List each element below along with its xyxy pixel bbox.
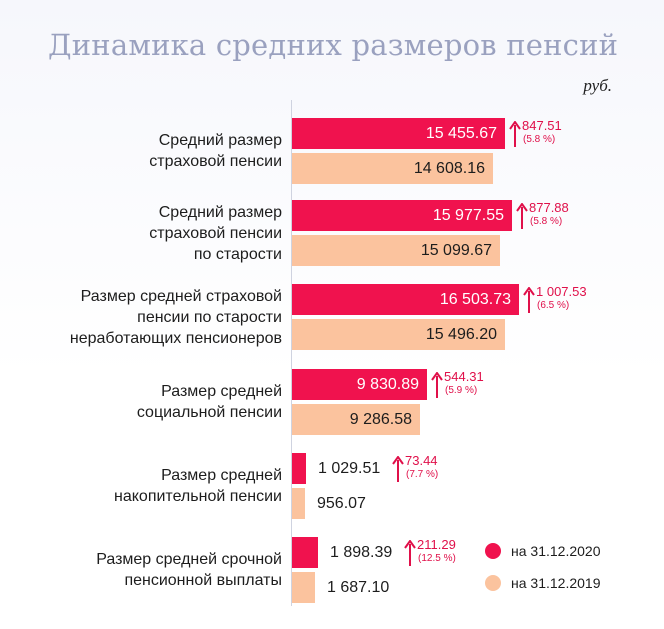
category-label: Размер средней срочной пенсионной выплаты (2, 537, 282, 603)
value-label-2020: 16 503.73 (439, 291, 511, 308)
category-label: Средний размер страховой пенсии по старост… (2, 200, 282, 266)
value-label-2020: 15 977.55 (432, 207, 504, 224)
change-percent: (7.7 %) (406, 469, 439, 480)
legend-label-2020: на 31.12.2020 (511, 543, 601, 559)
up-arrow-icon (516, 203, 528, 229)
value-label-2019: 15 099.67 (420, 242, 492, 259)
bar-2020 (292, 200, 512, 231)
legend-item-2019: на 31.12.2019 (485, 573, 600, 593)
category-label: Размер средней социальной пенсии (2, 369, 282, 435)
bar-2020 (292, 369, 427, 400)
category-label-line: страховой пенсии (149, 224, 282, 242)
value-label-2020: 1 898.39 (330, 544, 393, 561)
change-absolute: 1 007.53 (536, 284, 587, 299)
legend-dot-2019 (485, 575, 501, 591)
category-label-line: Размер средней (161, 383, 282, 400)
bar-2020 (292, 284, 519, 315)
up-arrow-icon (404, 540, 416, 566)
category-label-line: неработающих пенсионеров (69, 329, 282, 347)
value-label-2019: 9 286.58 (349, 411, 412, 428)
up-arrow-icon (509, 121, 521, 147)
category-label-line: пенсии по старости (137, 308, 282, 326)
category-label: Размер средней страховой пенсии по старос… (2, 284, 282, 350)
legend-dot-2020 (485, 543, 501, 559)
up-arrow-icon (523, 287, 535, 313)
category-label-line: страховой пенсии (149, 153, 282, 170)
category-label-line: по старости (193, 245, 282, 263)
bar-2019 (292, 404, 420, 435)
category-label-line: накопительной пенсии (114, 488, 282, 505)
value-label-2019: 14 608.16 (413, 160, 485, 177)
value-label-2020: 1 029.51 (318, 460, 381, 477)
value-label-2020: 9 830.89 (356, 376, 419, 393)
value-label-2019: 15 496.20 (425, 326, 497, 343)
change-absolute: 73.44 (405, 453, 438, 468)
category-label: Размер средней накопительной пенсии (2, 453, 282, 519)
bar-2020 (292, 453, 306, 484)
up-arrow-icon (392, 456, 404, 482)
bar-2019 (292, 235, 500, 266)
legend-item-2020: на 31.12.2020 (485, 541, 600, 561)
change-percent: (5.8 %) (523, 134, 556, 145)
change-absolute: 877.88 (529, 200, 569, 215)
bar-2020 (292, 537, 318, 568)
category-label-line: социальной пенсии (136, 404, 282, 421)
bar-2019 (292, 319, 505, 350)
category-axis-line (291, 100, 292, 606)
change-percent: (5.9 %) (445, 385, 478, 396)
change-percent: (5.8 %) (530, 216, 563, 227)
value-label-2019: 956.07 (317, 495, 366, 512)
change-absolute: 544.31 (444, 369, 484, 384)
category-label: Средний размер страховой пенсии (2, 118, 282, 184)
category-label-line: Средний размер (158, 132, 282, 149)
unit-label: руб. (583, 76, 612, 95)
category-label-line: Размер средней срочной (96, 551, 282, 568)
category-label-line: пенсионной выплаты (124, 572, 282, 589)
bar-2020 (292, 118, 505, 149)
change-percent: (6.5 %) (537, 300, 570, 311)
value-label-2019: 1 687.10 (327, 579, 390, 596)
bar-2019 (292, 153, 493, 184)
bar-2019 (292, 572, 315, 603)
chart-title: Динамика средних размеров пенсий (48, 28, 619, 62)
legend-label-2019: на 31.12.2019 (511, 575, 601, 591)
bar-2019 (292, 488, 305, 519)
value-label-2020: 15 455.67 (425, 125, 497, 142)
change-absolute: 847.51 (522, 118, 562, 133)
change-absolute: 211.29 (417, 537, 456, 552)
change-percent: (12.5 %) (418, 553, 456, 564)
up-arrow-icon (431, 372, 443, 398)
category-label-line: Средний размер (158, 203, 282, 221)
category-label-line: Размер средней (161, 467, 282, 484)
category-label-line: Размер средней страховой (80, 287, 282, 305)
